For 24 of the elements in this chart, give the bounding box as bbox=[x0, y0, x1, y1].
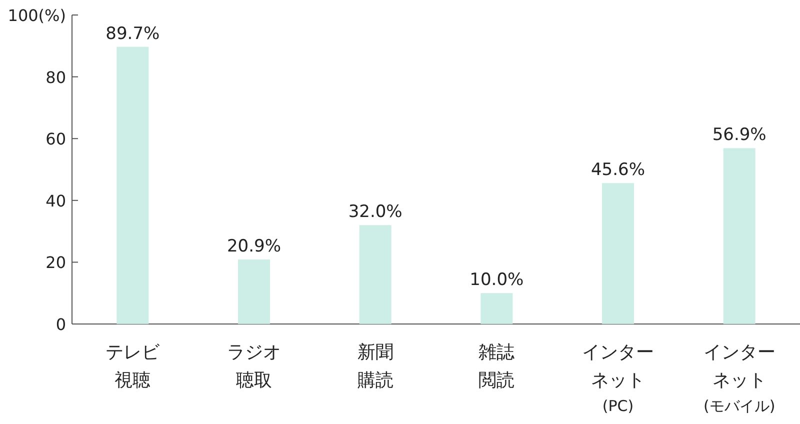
x-tick-label: 新聞購読 bbox=[357, 342, 394, 391]
bar bbox=[116, 46, 149, 324]
x-tick-label: ラジオ聴取 bbox=[227, 342, 281, 391]
data-label: 45.6% bbox=[590, 160, 646, 180]
y-tick-label: 80 bbox=[46, 68, 66, 87]
x-tick-label: インターネット(モバイル) bbox=[703, 342, 776, 415]
x-tick-label: インターネット(PC) bbox=[582, 342, 654, 415]
data-label: 20.9% bbox=[226, 236, 282, 256]
data-label: 10.0% bbox=[470, 270, 524, 290]
data-label: 89.7% bbox=[106, 24, 160, 44]
y-tick-label: 0 bbox=[56, 315, 66, 334]
data-label: 32.0% bbox=[348, 202, 402, 222]
bar bbox=[602, 183, 634, 324]
y-tick-label: 100(%) bbox=[8, 6, 66, 25]
bar bbox=[359, 225, 392, 324]
y-tick-label: 60 bbox=[46, 130, 66, 149]
y-tick-label: 40 bbox=[46, 191, 66, 210]
bar bbox=[480, 293, 513, 324]
bar bbox=[723, 148, 756, 324]
x-tick-label: 雑誌閲読 bbox=[478, 342, 515, 391]
data-label: 56.9% bbox=[712, 125, 766, 146]
x-tick-label: テレビ視聴 bbox=[106, 342, 161, 391]
bar bbox=[238, 259, 270, 324]
y-tick-label: 20 bbox=[46, 253, 66, 272]
